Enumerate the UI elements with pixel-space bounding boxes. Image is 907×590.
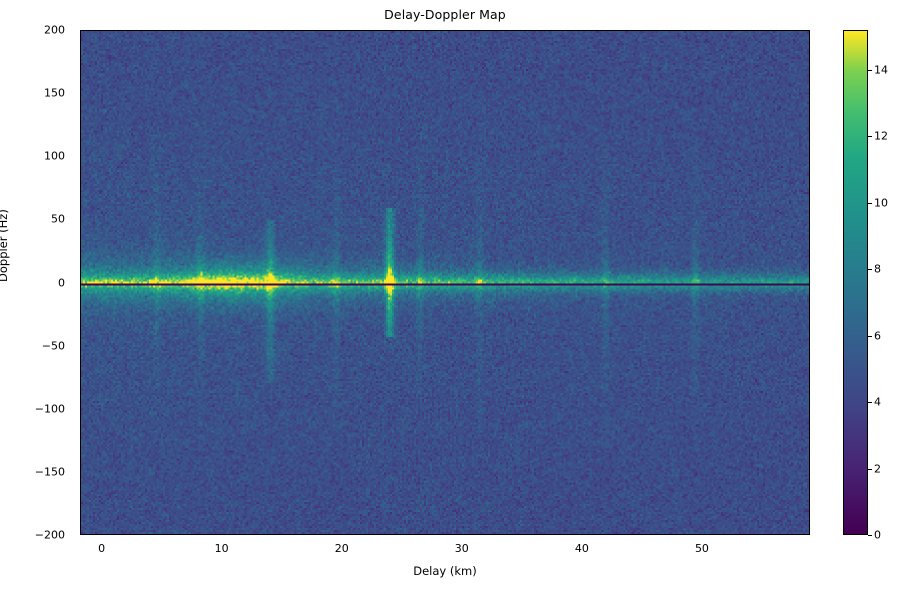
y-axis-tick-label: 50 bbox=[51, 212, 65, 226]
plot-axes bbox=[80, 30, 810, 535]
y-axis-tick bbox=[80, 347, 81, 348]
y-axis-tick-label: −100 bbox=[34, 402, 65, 416]
x-axis-tick-label: 30 bbox=[454, 542, 469, 555]
chart-title: Delay-Doppler Map bbox=[384, 7, 506, 22]
y-axis-tick bbox=[80, 157, 81, 158]
y-axis-title: Doppler (Hz) bbox=[0, 209, 10, 282]
colorbar-tick bbox=[868, 202, 872, 204]
colorbar-tick-label: 8 bbox=[874, 262, 881, 276]
y-axis-tick bbox=[80, 284, 81, 285]
y-axis-tick bbox=[80, 410, 81, 411]
colorbar-tick-label: 4 bbox=[874, 395, 881, 409]
x-axis-tick-label: 0 bbox=[98, 542, 106, 555]
x-axis-tick-label: 20 bbox=[334, 542, 349, 555]
y-axis-tick bbox=[80, 220, 81, 221]
colorbar-tick-label: 2 bbox=[874, 462, 881, 476]
x-axis-title: Delay (km) bbox=[413, 564, 477, 578]
y-axis-tick-label: −50 bbox=[41, 339, 65, 353]
y-axis-tick bbox=[80, 473, 81, 474]
colorbar-tick-label: 0 bbox=[874, 528, 881, 542]
y-axis-tick-labels: −200 −150 −100 −50 0 50 100 150 200 bbox=[0, 24, 73, 542]
colorbar-tick bbox=[868, 269, 872, 271]
colorbar-tick-label: 14 bbox=[874, 63, 888, 77]
colorbar-tick-label: 6 bbox=[874, 329, 881, 343]
colorbar-tick bbox=[868, 69, 872, 71]
y-axis-tick-label: 200 bbox=[44, 23, 65, 37]
colorbar-tick bbox=[868, 136, 872, 138]
y-axis-tick-label: 0 bbox=[58, 276, 65, 289]
colorbar-tick bbox=[868, 535, 872, 536]
y-axis-tick-label: −150 bbox=[34, 465, 65, 479]
colorbar-tick bbox=[868, 402, 872, 404]
x-axis-tick-label: 40 bbox=[574, 542, 589, 555]
colorbar-tick-labels: 0 2 4 6 8 10 12 14 bbox=[868, 30, 906, 542]
x-axis-tick-label: 10 bbox=[214, 542, 229, 555]
colorbar-tick-label: 12 bbox=[874, 129, 888, 143]
x-axis-tick-label: 50 bbox=[694, 542, 709, 555]
delay-doppler-heatmap bbox=[81, 31, 809, 534]
x-axis-tick-labels: 0 10 20 30 40 50 bbox=[80, 540, 810, 558]
y-axis-tick-label: −200 bbox=[34, 528, 65, 542]
colorbar-tick bbox=[868, 468, 872, 470]
y-axis-tick-label: 100 bbox=[44, 149, 65, 163]
colorbar-tick bbox=[868, 335, 872, 337]
colorbar-tick-label: 10 bbox=[874, 196, 888, 210]
y-axis-tick bbox=[80, 94, 81, 95]
y-axis-tick-label: 150 bbox=[44, 86, 65, 100]
y-axis-tick bbox=[80, 31, 81, 32]
colorbar bbox=[843, 30, 868, 535]
